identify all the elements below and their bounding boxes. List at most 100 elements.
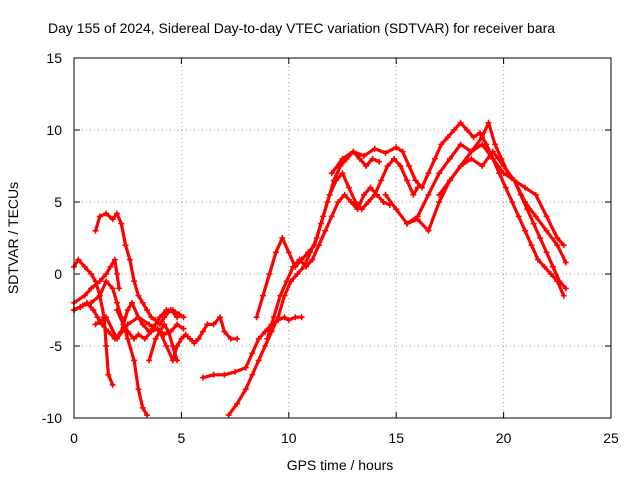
x-tick-label: 5 xyxy=(178,430,186,446)
data-point-marker xyxy=(234,335,241,342)
data-point-marker xyxy=(515,213,522,220)
data-point-marker xyxy=(174,357,181,364)
data-point-marker xyxy=(92,278,99,285)
data-point-marker xyxy=(369,155,376,162)
data-point-marker xyxy=(464,127,471,133)
data-point-marker xyxy=(485,119,492,126)
data-point-marker xyxy=(509,199,516,205)
data-point-marker xyxy=(131,335,138,342)
data-point-marker xyxy=(234,400,241,407)
data-point-marker xyxy=(468,155,475,162)
data-point-marker xyxy=(135,292,142,299)
data-point-marker xyxy=(98,321,105,328)
data-point-marker xyxy=(113,335,120,342)
data-point-marker xyxy=(294,271,301,277)
data-point-marker xyxy=(322,227,329,234)
data-point-marker xyxy=(425,227,432,234)
data-point-marker xyxy=(373,191,380,198)
data-point-marker xyxy=(225,412,232,419)
data-point-marker xyxy=(541,263,548,270)
data-point-marker xyxy=(88,271,95,277)
data-point-marker xyxy=(118,220,125,227)
data-point-marker xyxy=(105,328,112,335)
data-point-marker xyxy=(479,141,486,148)
data-point-marker xyxy=(103,343,110,349)
data-point-marker xyxy=(341,191,348,198)
data-point-marker xyxy=(152,317,159,324)
data-point-marker xyxy=(328,213,335,220)
data-point-marker xyxy=(165,328,172,335)
data-point-marker xyxy=(253,314,260,321)
y-tick-label: 15 xyxy=(46,50,62,66)
data-point-marker xyxy=(414,216,421,223)
data-point-marker xyxy=(266,271,273,277)
data-point-marker xyxy=(446,155,453,162)
data-point-marker xyxy=(232,368,239,375)
data-point-marker xyxy=(550,263,557,270)
data-point-marker xyxy=(335,199,342,205)
data-point-marker xyxy=(131,357,138,364)
data-point-marker xyxy=(103,271,110,277)
data-point-marker xyxy=(109,216,116,223)
data-point-marker xyxy=(156,328,163,335)
x-tick-label: 0 xyxy=(70,430,78,446)
data-point-marker xyxy=(328,170,335,177)
data-point-marker xyxy=(511,177,518,184)
data-point-marker xyxy=(378,177,385,184)
data-point-marker xyxy=(272,249,279,256)
data-point-marker xyxy=(182,331,189,338)
data-point-marker xyxy=(562,285,569,292)
data-point-marker xyxy=(502,184,509,191)
data-point-marker xyxy=(418,184,425,191)
data-point-marker xyxy=(345,184,352,191)
data-point-marker xyxy=(255,335,262,342)
data-series-series-2 xyxy=(72,279,149,417)
data-point-marker xyxy=(500,163,507,169)
data-point-marker xyxy=(382,191,389,198)
data-point-marker xyxy=(103,314,110,321)
data-point-marker xyxy=(382,150,389,157)
data-point-marker xyxy=(90,307,97,313)
data-point-marker xyxy=(500,170,507,177)
data-series-series-15 xyxy=(405,150,568,265)
data-point-marker xyxy=(330,177,337,184)
data-point-marker xyxy=(554,242,561,249)
data-point-marker xyxy=(522,199,529,205)
data-point-marker xyxy=(152,335,159,342)
data-point-marker xyxy=(131,278,138,285)
data-point-marker xyxy=(103,210,110,217)
data-point-marker xyxy=(425,191,432,198)
data-point-marker xyxy=(324,199,331,205)
data-point-marker xyxy=(174,314,181,321)
y-tick-label: -5 xyxy=(50,338,63,354)
data-point-marker xyxy=(554,235,561,241)
data-point-marker xyxy=(363,163,370,169)
data-point-marker xyxy=(391,155,398,162)
data-point-marker xyxy=(528,242,535,249)
data-point-marker xyxy=(180,325,187,332)
data-point-marker xyxy=(135,331,142,338)
data-series-series-9 xyxy=(201,315,304,380)
data-point-marker xyxy=(489,148,496,155)
data-point-marker xyxy=(92,227,99,234)
data-point-marker xyxy=(457,163,464,169)
data-series-series-7 xyxy=(93,315,239,362)
data-point-marker xyxy=(113,210,120,217)
data-point-marker xyxy=(560,292,567,299)
data-point-marker xyxy=(113,299,120,306)
data-point-marker xyxy=(178,335,185,342)
data-point-marker xyxy=(199,328,206,335)
data-point-marker xyxy=(354,206,361,213)
data-point-marker xyxy=(457,141,464,148)
data-point-marker xyxy=(522,227,529,234)
data-point-marker xyxy=(161,314,168,321)
data-point-marker xyxy=(260,292,267,299)
data-series-group xyxy=(71,119,569,419)
data-point-marker xyxy=(298,314,305,321)
y-tick-label: 5 xyxy=(54,194,62,210)
data-point-marker xyxy=(543,213,550,220)
data-point-marker xyxy=(105,371,112,378)
data-point-marker xyxy=(113,271,120,277)
data-point-marker xyxy=(270,314,277,321)
